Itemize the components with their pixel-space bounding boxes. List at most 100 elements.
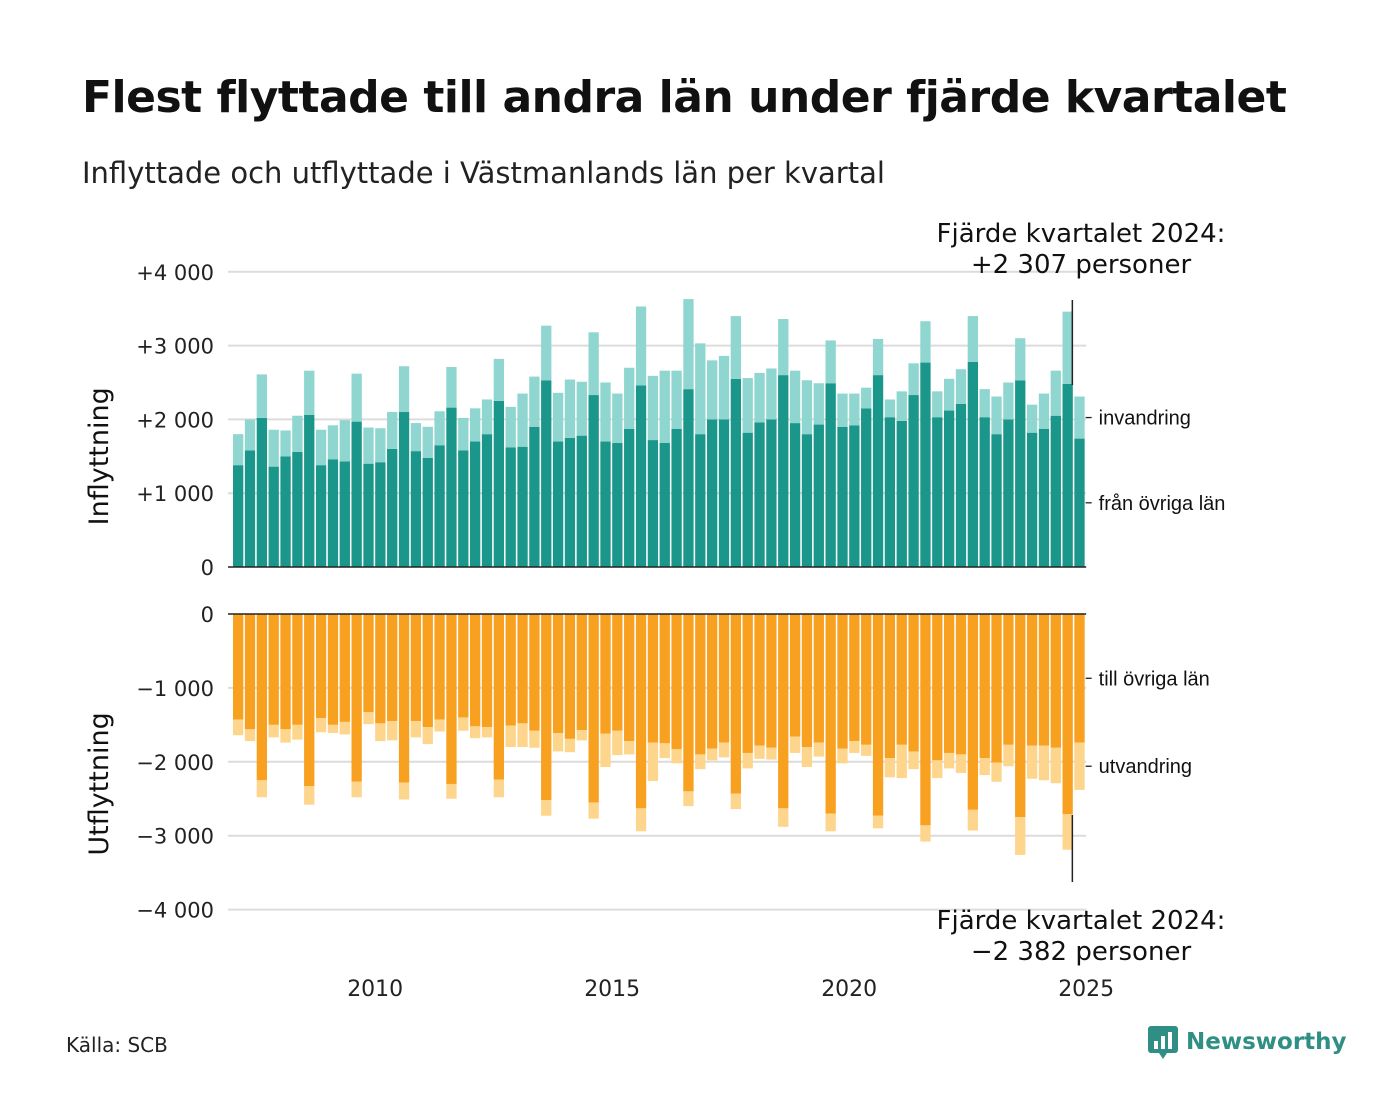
bar-till-ovriga-lan: [351, 614, 362, 782]
bar-fran-ovriga-lan: [1003, 419, 1014, 567]
bar-till-ovriga-lan: [671, 614, 682, 750]
y-tick-label: +1 000: [136, 482, 214, 506]
brand-name: Newsworthy: [1186, 1029, 1347, 1055]
bar-utvandring: [979, 758, 990, 776]
bar-utvandring: [576, 730, 587, 741]
bar-fran-ovriga-lan: [292, 451, 303, 567]
bar-invandring: [268, 429, 279, 467]
bar-till-ovriga-lan: [789, 614, 801, 737]
bar-fran-ovriga-lan: [363, 463, 374, 567]
bar-utvandring: [659, 743, 670, 759]
bar-till-ovriga-lan: [256, 614, 267, 781]
bar-invandring: [908, 363, 919, 396]
bar-till-ovriga-lan: [505, 614, 516, 726]
bar-till-ovriga-lan: [908, 614, 919, 752]
bar-invandring: [304, 370, 315, 415]
bar-utvandring: [493, 779, 504, 798]
bar-invandring: [612, 393, 623, 444]
bar-invandring: [458, 417, 469, 451]
bar-till-ovriga-lan: [1050, 614, 1061, 748]
bar-fran-ovriga-lan: [967, 361, 978, 567]
bar-fran-ovriga-lan: [541, 380, 552, 567]
x-tick-label: 2015: [584, 977, 640, 1002]
bar-utvandring: [872, 815, 884, 829]
y-tick-label: −1 000: [136, 677, 214, 701]
bar-utvandring: [884, 758, 896, 778]
bar-fran-ovriga-lan: [671, 428, 682, 567]
bar-till-ovriga-lan: [292, 614, 303, 725]
y-tick-label: +4 000: [136, 261, 214, 285]
bar-invandring: [659, 370, 670, 444]
brand-logo: Newsworthy: [1148, 1024, 1347, 1060]
bar-utvandring: [458, 717, 469, 731]
bar-utvandring: [920, 825, 931, 842]
annotation-top-line1: Fjärde kvartalet 2024:: [937, 219, 1226, 249]
bar-fran-ovriga-lan: [849, 425, 860, 567]
bar-till-ovriga-lan: [730, 614, 741, 794]
bar-invandring: [920, 321, 931, 363]
bar-invandring: [1074, 396, 1085, 439]
bar-fran-ovriga-lan: [470, 441, 481, 567]
bar-invandring: [481, 399, 493, 435]
bar-invandring: [849, 393, 860, 426]
bar-utvandring: [1062, 814, 1073, 850]
bar-till-ovriga-lan: [1003, 614, 1014, 745]
bar-utvandring: [766, 747, 777, 760]
bar-till-ovriga-lan: [612, 614, 623, 731]
bar-utvandring: [529, 730, 540, 748]
source-note: Källa: SCB: [66, 1033, 168, 1057]
bar-fran-ovriga-lan: [339, 461, 350, 567]
bar-invandring: [233, 434, 244, 466]
bar-invandring: [1026, 404, 1038, 433]
bar-invandring: [718, 355, 730, 420]
bar-till-ovriga-lan: [932, 614, 943, 761]
bar-fran-ovriga-lan: [1074, 438, 1085, 567]
bar-utvandring: [1015, 817, 1026, 855]
bar-invandring: [588, 332, 599, 396]
bar-fran-ovriga-lan: [256, 417, 267, 567]
bar-invandring: [742, 378, 753, 433]
bar-invandring: [861, 387, 872, 409]
bar-invandring: [422, 426, 433, 458]
bar-utvandring: [564, 738, 576, 753]
bar-till-ovriga-lan: [280, 614, 291, 730]
bar-invandring: [991, 396, 1002, 435]
bar-invandring: [292, 415, 303, 452]
bar-utvandring: [861, 744, 872, 756]
bar-invandring: [387, 412, 398, 449]
bar-till-ovriga-lan: [552, 614, 564, 733]
bar-utvandring: [1038, 745, 1050, 781]
bar-invandring: [789, 370, 801, 424]
bar-utvandring: [434, 719, 445, 732]
bar-fran-ovriga-lan: [695, 434, 706, 567]
bar-till-ovriga-lan: [624, 614, 635, 742]
bar-till-ovriga-lan: [315, 614, 327, 719]
bar-till-ovriga-lan: [446, 614, 457, 784]
bar-till-ovriga-lan: [1026, 614, 1038, 746]
bar-utvandring: [1026, 745, 1038, 779]
bar-utvandring: [825, 813, 836, 832]
bar-utvandring: [683, 791, 694, 807]
bar-utvandring: [932, 760, 943, 779]
newsworthy-logo-icon: [1148, 1026, 1178, 1059]
bar-invandring: [280, 430, 291, 457]
bar-invandring: [552, 392, 564, 442]
bar-utvandring: [991, 762, 1002, 782]
bar-fran-ovriga-lan: [908, 395, 919, 567]
bar-fran-ovriga-lan: [624, 428, 635, 567]
bar-invandring: [339, 420, 350, 462]
bar-utvandring: [896, 744, 907, 779]
bar-till-ovriga-lan: [955, 614, 967, 755]
bar-invandring: [707, 360, 718, 420]
x-tick-label: 2025: [1058, 977, 1114, 1002]
bar-till-ovriga-lan: [707, 614, 718, 749]
bar-till-ovriga-lan: [967, 614, 978, 810]
bar-till-ovriga-lan: [920, 614, 931, 826]
bar-utvandring: [695, 754, 706, 770]
bar-invandring: [505, 406, 516, 448]
bar-fran-ovriga-lan: [268, 466, 279, 567]
bar-invandring: [896, 391, 907, 421]
bar-fran-ovriga-lan: [327, 459, 339, 567]
bar-invandring: [541, 325, 552, 381]
series-label-utvandring: utvandring: [1099, 756, 1192, 778]
